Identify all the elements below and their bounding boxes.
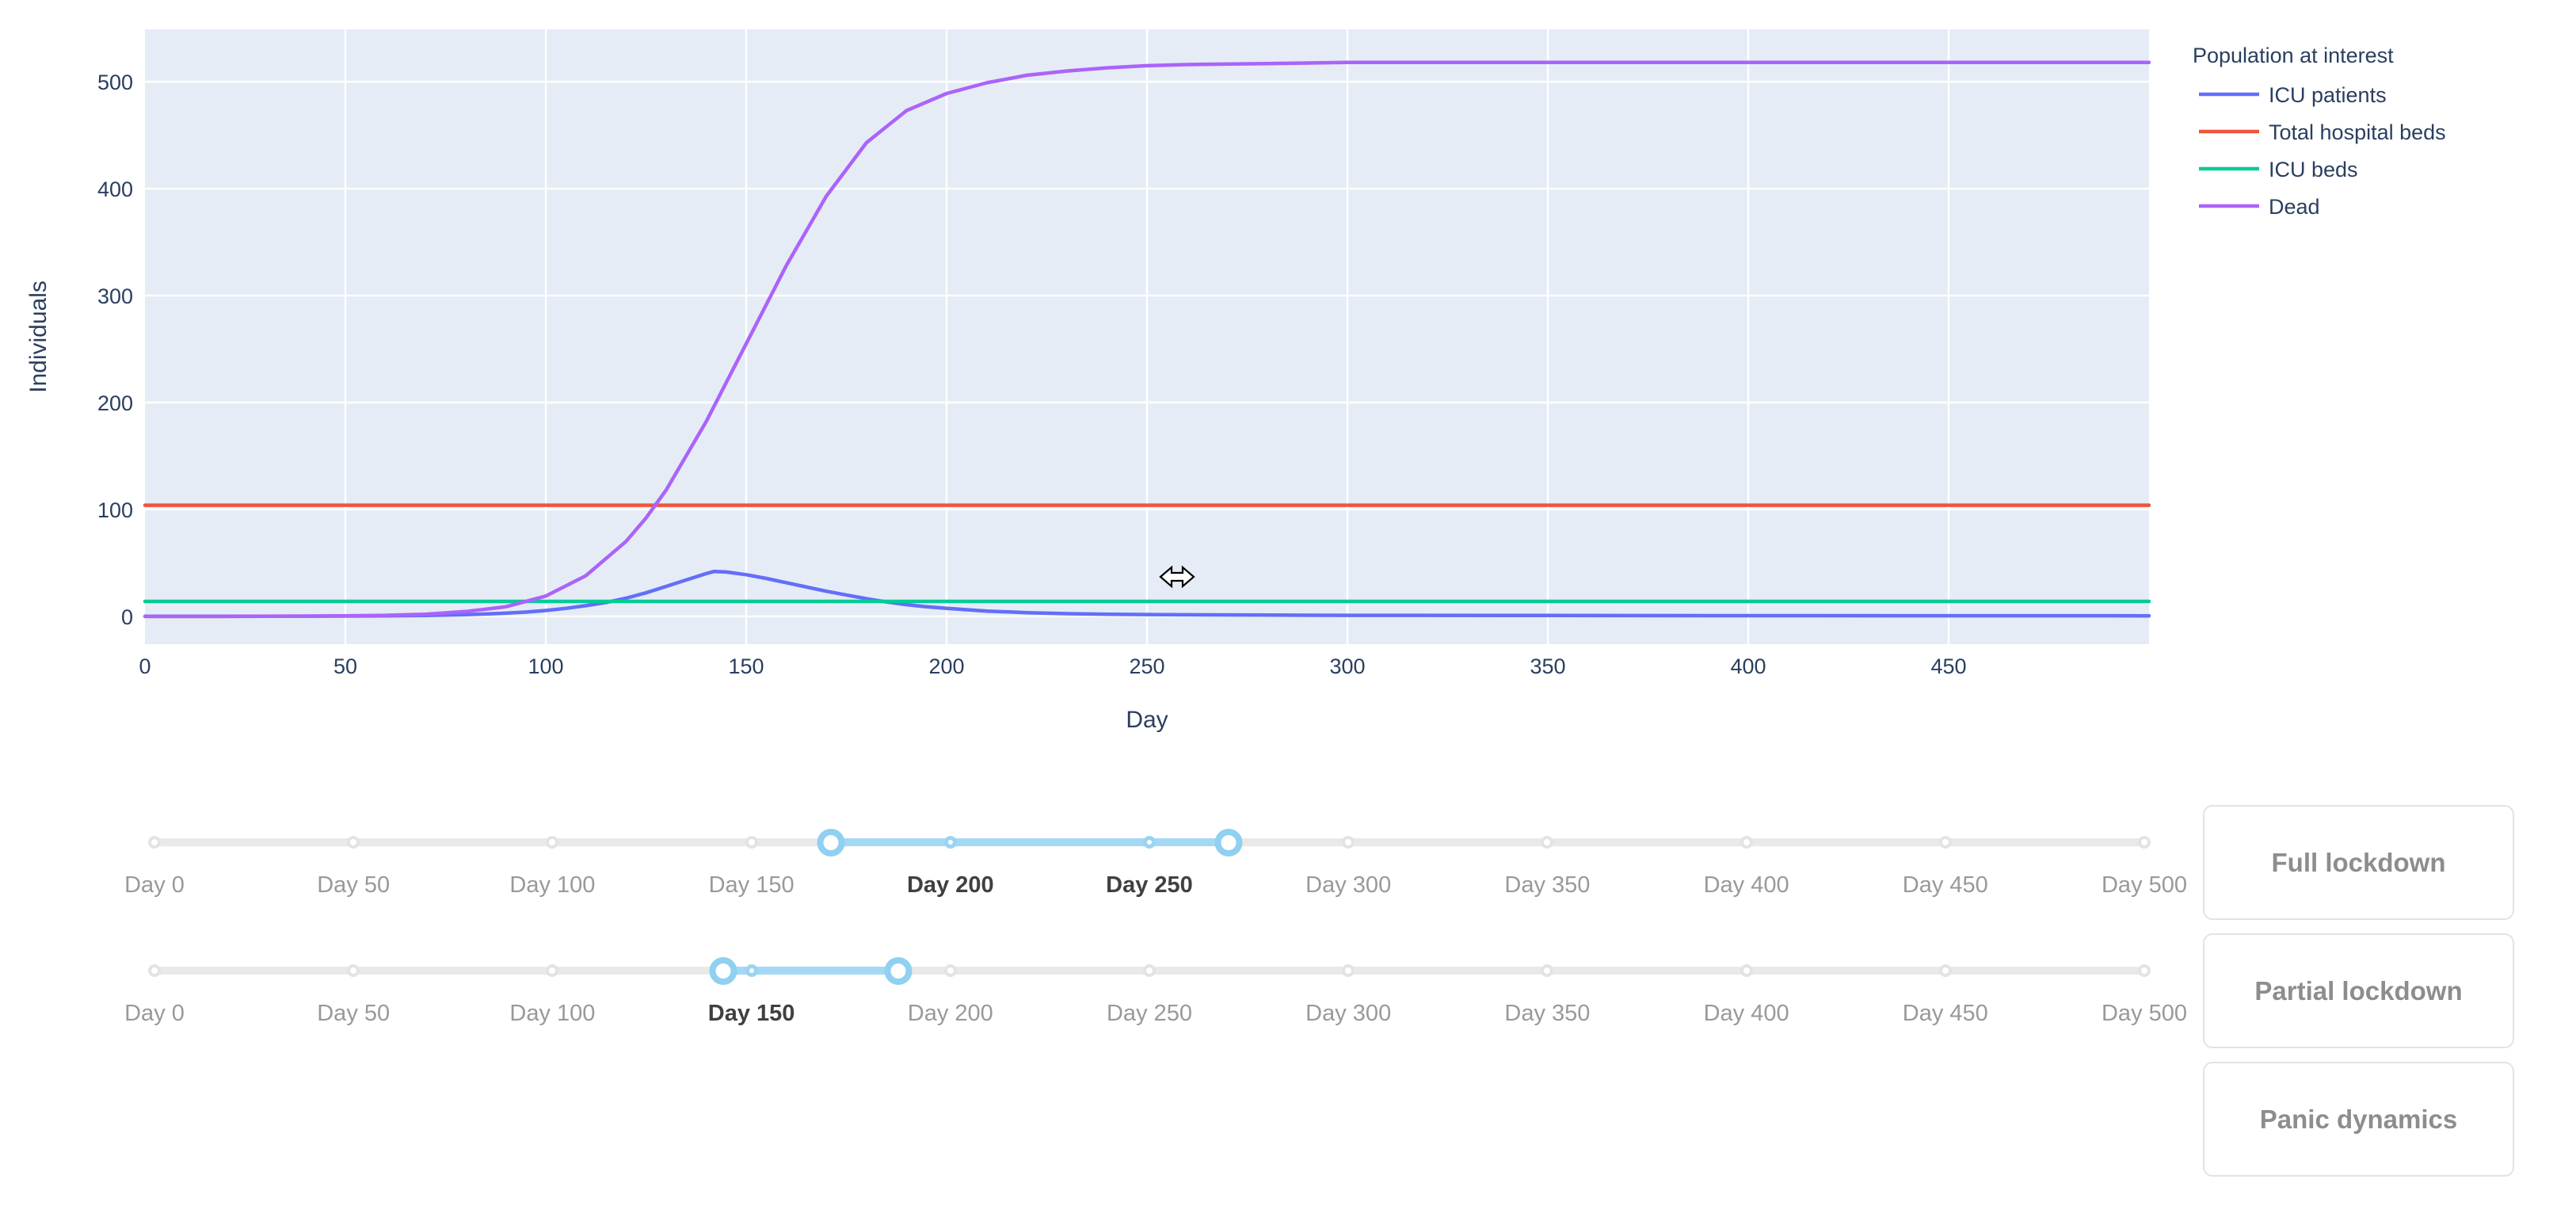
slider-mark-dot[interactable] (148, 836, 161, 849)
legend-item-icu-beds[interactable]: ICU beds (2199, 158, 2358, 181)
slider-mark-dot[interactable] (347, 964, 360, 977)
full-lockdown-button[interactable]: Full lockdown (2203, 805, 2514, 920)
slider-handle-upper[interactable] (884, 956, 913, 985)
slider-selected-track[interactable] (723, 967, 899, 975)
slider-mark-label: Day 250 (1106, 1001, 1193, 1026)
population-chart[interactable]: 0 100 200 300 400 500 0 50 100 150 200 250 300 350 400… (0, 0, 2576, 776)
x-axis-title: Day (1126, 707, 1168, 733)
x-tick-label: 400 (1730, 654, 1766, 678)
slider-mark-label: Day 350 (1504, 1001, 1591, 1026)
legend-item-icu-patients[interactable]: ICU patients (2199, 83, 2387, 107)
slider-mark-dot[interactable] (1541, 964, 1554, 977)
slider-mark-label: Day 500 (2101, 872, 2188, 898)
slider-mark-dot[interactable] (546, 964, 559, 977)
x-tick-label: 200 (928, 654, 964, 678)
y-axis-title: Individuals (25, 280, 51, 393)
slider-mark-label: Day 350 (1504, 872, 1591, 898)
slider-mark-label: Day 400 (1703, 872, 1789, 898)
slider-mark-dot[interactable] (1342, 964, 1355, 977)
slider-mark-label: Day 0 (124, 1001, 185, 1026)
slider-mark-label: Day 150 (707, 1001, 795, 1026)
slider-mark-dot[interactable] (1342, 836, 1355, 849)
y-tick-label: 400 (97, 177, 133, 201)
legend-item-label: Dead (2269, 195, 2320, 219)
slider-mark-label: Day 100 (509, 1001, 596, 1026)
slider-mark-dot[interactable] (2138, 836, 2151, 849)
legend-item-label: ICU beds (2269, 158, 2358, 181)
legend-item-label: Total hospital beds (2269, 120, 2446, 144)
y-tick-label: 200 (97, 391, 133, 415)
slider-mark-dot[interactable] (1938, 836, 1952, 849)
legend-item-total-hospital-beds[interactable]: Total hospital beds (2199, 120, 2446, 144)
slider-mark-dot[interactable] (347, 836, 360, 849)
horizontal-resize-cursor-icon (1159, 565, 1195, 589)
slider-mark-label: Day 300 (1305, 872, 1392, 898)
y-tick-label: 100 (97, 498, 133, 522)
legend-item-label: ICU patients (2269, 83, 2387, 107)
panic-dynamics-button[interactable]: Panic dynamics (2203, 1062, 2514, 1177)
slider-mark-label: Day 200 (907, 1001, 993, 1026)
partial-lockdown-range-slider[interactable]: Day 0 Day 50 Day 100 Day 150 Day 200 Day 250 D… (124, 956, 2187, 1051)
slider-mark-label: Day 100 (509, 872, 596, 898)
full-lockdown-range-slider[interactable]: Day 0 Day 50 Day 100 Day 150 Day 200 Day 250 D… (124, 828, 2187, 923)
slider-mark-label: Day 50 (317, 872, 391, 898)
x-tick-label: 350 (1530, 654, 1565, 678)
slider-mark-dot[interactable] (1143, 836, 1156, 849)
series-line-dead (143, 60, 2151, 619)
slider-mark-dot[interactable] (745, 836, 758, 849)
x-tick-label: 250 (1129, 654, 1164, 678)
slider-mark-label: Day 450 (1902, 1001, 1988, 1026)
slider-mark-dot[interactable] (2138, 964, 2151, 977)
slider-mark-label: Day 50 (317, 1001, 391, 1026)
x-tick-label: 450 (1930, 654, 1966, 678)
x-tick-label: 0 (139, 654, 151, 678)
slider-mark-dot[interactable] (1541, 836, 1554, 849)
slider-mark-label: Day 450 (1902, 872, 1988, 898)
y-tick-label: 300 (97, 284, 133, 308)
x-tick-label: 50 (333, 654, 357, 678)
slider-handle-lower[interactable] (709, 956, 737, 985)
slider-mark-label: Day 500 (2101, 1001, 2188, 1026)
slider-handle-upper[interactable] (1214, 828, 1243, 857)
partial-lockdown-button[interactable]: Partial lockdown (2203, 933, 2514, 1048)
slider-mark-dot[interactable] (943, 964, 957, 977)
x-tick-label: 100 (528, 654, 563, 678)
y-tick-label: 0 (121, 605, 133, 629)
slider-mark-dot[interactable] (148, 964, 161, 977)
slider-mark-label: Day 250 (1106, 872, 1193, 898)
slider-mark-dot[interactable] (546, 836, 559, 849)
slider-selected-track[interactable] (831, 838, 1229, 846)
slider-mark-label: Day 200 (906, 872, 994, 898)
slider-mark-dot[interactable] (943, 836, 957, 849)
legend-title: Population at interest (2193, 44, 2394, 67)
slider-mark-label: Day 0 (124, 872, 185, 898)
legend-item-dead[interactable]: Dead (2199, 195, 2320, 219)
series-line-icu-patients (143, 569, 2151, 619)
y-tick-label: 500 (97, 71, 133, 94)
slider-mark-dot[interactable] (1740, 836, 1753, 849)
slider-mark-dot[interactable] (1143, 964, 1156, 977)
x-tick-label: 150 (728, 654, 764, 678)
slider-handle-lower[interactable] (817, 828, 845, 857)
slider-mark-label: Day 150 (708, 872, 795, 898)
slider-mark-dot[interactable] (1740, 964, 1753, 977)
slider-mark-dot[interactable] (745, 964, 758, 977)
slider-mark-dot[interactable] (1938, 964, 1952, 977)
slider-mark-label: Day 400 (1703, 1001, 1789, 1026)
slider-mark-label: Day 300 (1305, 1001, 1392, 1026)
x-tick-label: 300 (1329, 654, 1365, 678)
